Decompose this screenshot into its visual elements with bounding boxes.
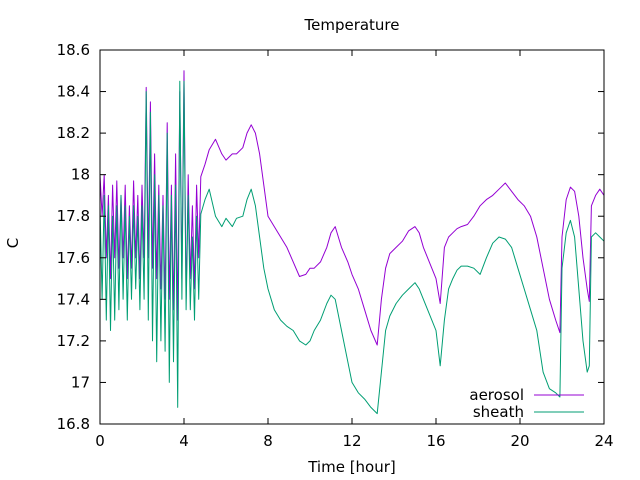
x-tick-label: 4 — [179, 432, 189, 450]
x-tick-label: 12 — [342, 432, 361, 450]
y-tick-label: 17.8 — [57, 207, 90, 225]
y-tick-label: 17 — [71, 373, 90, 391]
plot-frame — [99, 49, 605, 425]
y-tick-label: 17.6 — [57, 249, 90, 267]
y-tick-label: 17.2 — [57, 332, 90, 350]
x-axis-label: Time [hour] — [307, 458, 396, 476]
series-layer — [99, 70, 605, 415]
chart-title: Temperature — [303, 16, 399, 34]
x-tick-label: 16 — [426, 432, 445, 450]
x-tick-label: 0 — [95, 432, 105, 450]
y-axis: 16.8 17 17.2 17.4 17.6 17.8 18 18.2 18.4 18.6 — [57, 41, 604, 433]
y-tick-label: 16.8 — [57, 415, 90, 433]
y-tick-label: 18.2 — [57, 124, 90, 142]
y-tick-label: 17.4 — [57, 290, 90, 308]
y-axis-label: C — [4, 238, 22, 248]
x-tick-label: 8 — [263, 432, 273, 450]
y-tick-label: 18 — [71, 166, 90, 184]
y-tick-label: 18.4 — [57, 83, 90, 101]
series-line-sheath — [99, 80, 605, 415]
x-tick-label: 24 — [594, 432, 613, 450]
x-tick-label: 20 — [510, 432, 529, 450]
legend-label-sheath: sheath — [473, 403, 524, 421]
legend-label-aerosol: aerosol — [469, 386, 524, 404]
y-tick-label: 18.6 — [57, 41, 90, 59]
